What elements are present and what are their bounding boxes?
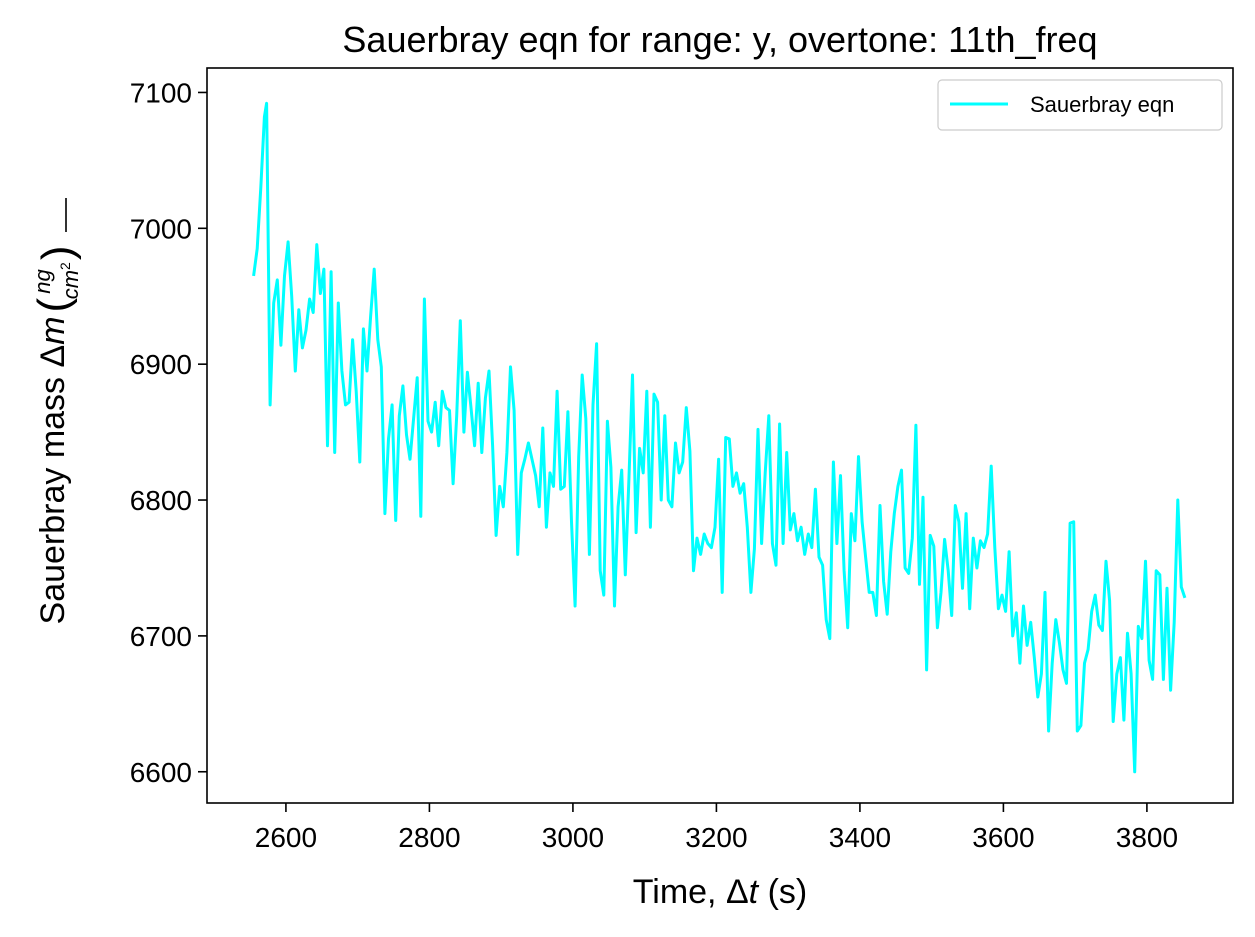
- x-tick-label: 2800: [398, 822, 460, 853]
- x-axis-ticks: 2600 2800 3000 3200 3400 3600 3800: [255, 803, 1178, 853]
- y-tick-label: 6800: [130, 485, 192, 516]
- legend: Sauerbray eqn: [937, 79, 1223, 131]
- legend-label: Sauerbray eqn: [1030, 92, 1174, 117]
- x-tick-label: 3600: [972, 822, 1034, 853]
- x-tick-label: 3400: [829, 822, 891, 853]
- y-axis-label: Sauerbray mass Δm(ng cm2): [29, 198, 83, 624]
- y-tick-label: 6900: [130, 349, 192, 380]
- y-axis-ticks: 6600 6700 6800 6900 7000 7100: [130, 77, 207, 788]
- plot-area: [206, 67, 1234, 804]
- y-tick-label: 7100: [130, 77, 192, 108]
- x-tick-label: 3000: [542, 822, 604, 853]
- y-tick-label: 6600: [130, 757, 192, 788]
- x-tick-label: 3800: [1116, 822, 1178, 853]
- x-tick-label: 3200: [685, 822, 747, 853]
- series-line-sauerbray-eqn: [252, 101, 1187, 774]
- chart-title: Sauerbray eqn for range: y, overtone: 11…: [342, 19, 1097, 60]
- series-layer: [252, 101, 1187, 774]
- y-tick-label: 7000: [130, 213, 192, 244]
- x-tick-label: 2600: [255, 822, 317, 853]
- x-axis-label: Time, Δt (s): [633, 873, 807, 911]
- y-tick-label: 6700: [130, 621, 192, 652]
- legend-box: [937, 79, 1223, 131]
